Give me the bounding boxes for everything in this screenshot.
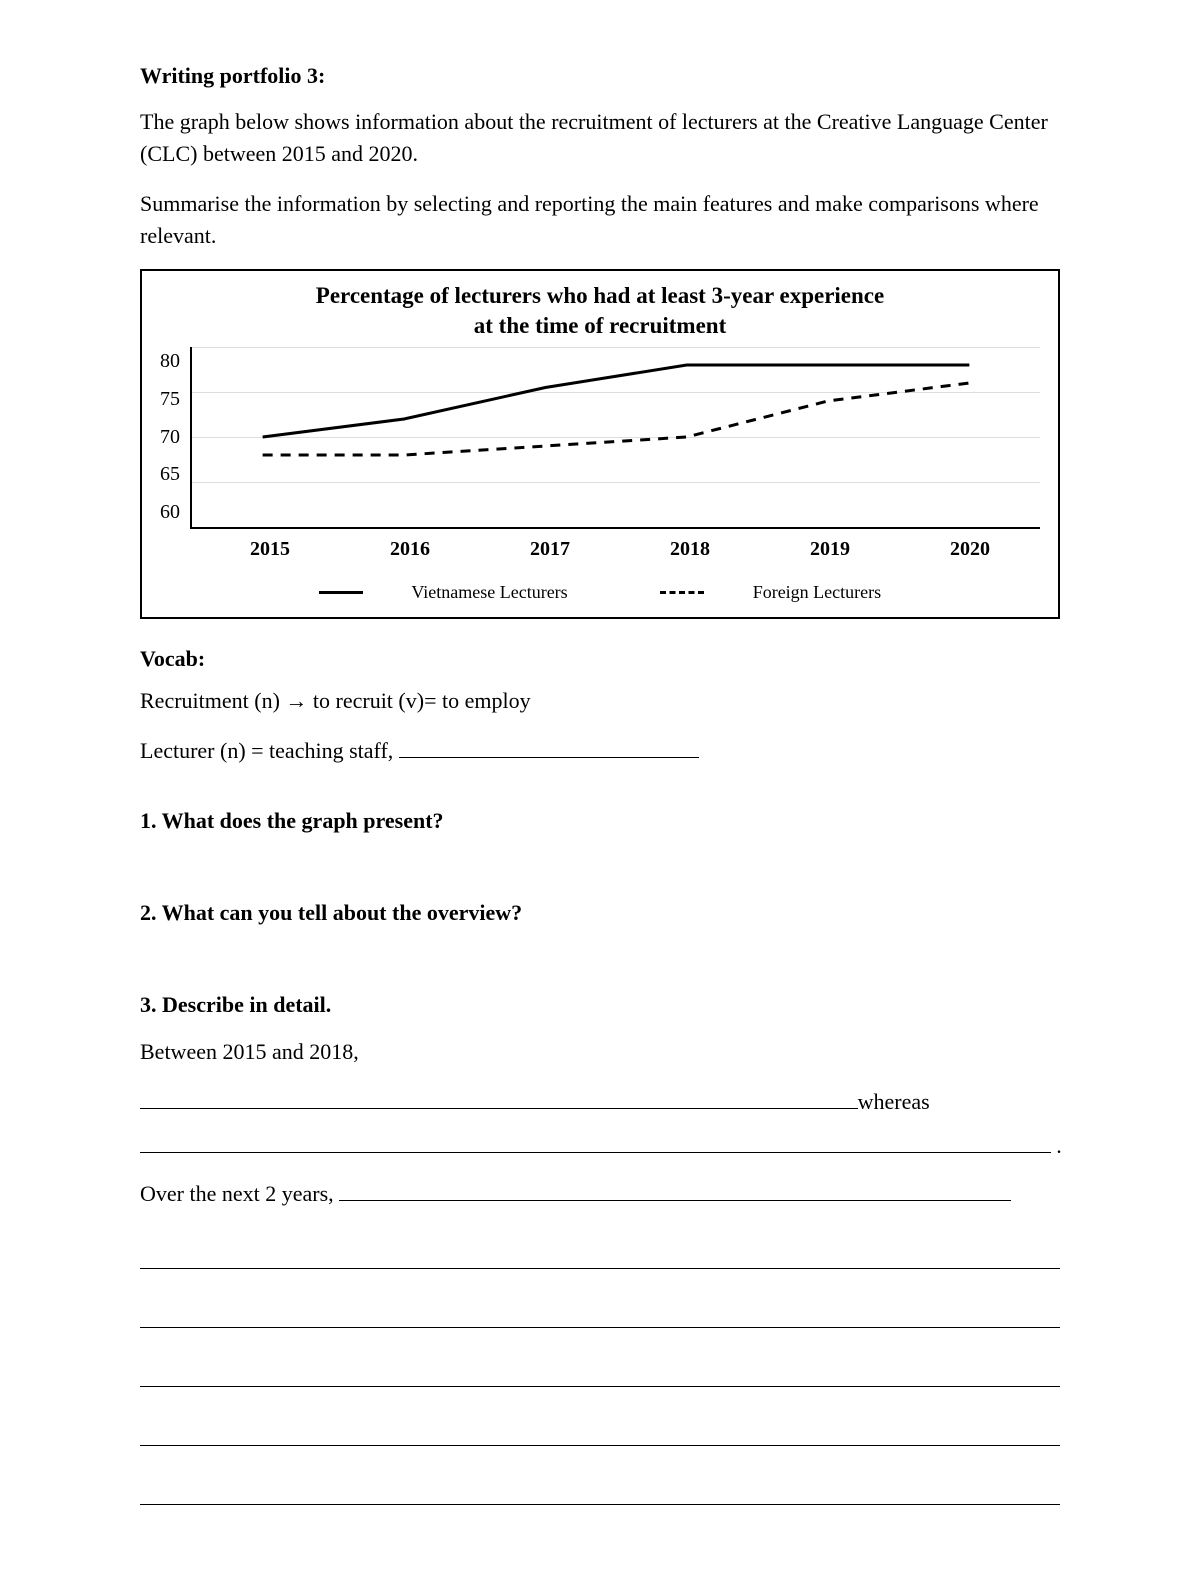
- legend-label-2: Foreign Lecturers: [753, 579, 881, 605]
- x-tick-label: 2015: [200, 535, 340, 564]
- legend-label-1: Vietnamese Lecturers: [411, 579, 567, 605]
- detail-lead-2-row: Over the next 2 years,: [140, 1178, 1060, 1210]
- detail-lead-2: Over the next 2 years,: [140, 1181, 339, 1206]
- y-tick-label: 75: [160, 385, 180, 414]
- vocab-line-2: Lecturer (n) = teaching staff,: [140, 735, 1060, 767]
- vocab-heading: Vocab:: [140, 643, 1060, 675]
- chart-legend: Vietnamese Lecturers Foreign Lecturers: [160, 564, 1040, 613]
- legend-dashed-line-icon: [660, 591, 704, 594]
- question-3: 3. Describe in detail.: [140, 989, 1060, 1021]
- legend-item-dashed: Foreign Lecturers: [638, 577, 903, 605]
- x-tick-label: 2017: [480, 535, 620, 564]
- blank-line-5[interactable]: [140, 1295, 1060, 1328]
- chart-title: Percentage of lecturers who had at least…: [160, 281, 1040, 341]
- blank-line-8[interactable]: [140, 1472, 1060, 1505]
- detail-tail-whereas: whereas: [858, 1089, 930, 1114]
- worksheet-page: Writing portfolio 3: The graph below sho…: [0, 0, 1200, 1585]
- x-tick-label: 2016: [340, 535, 480, 564]
- chart-plot: [190, 347, 1040, 529]
- blank-line-6[interactable]: [140, 1354, 1060, 1387]
- vocab-line-2-prefix: Lecturer (n) = teaching staff,: [140, 738, 399, 763]
- x-tick-label: 2019: [760, 535, 900, 564]
- question-2: 2. What can you tell about the overview?: [140, 897, 1060, 929]
- page-title: Writing portfolio 3:: [140, 60, 1060, 92]
- legend-item-solid: Vietnamese Lecturers: [297, 577, 590, 605]
- chart-title-line-2: at the time of recruitment: [474, 313, 726, 338]
- blank-line-1[interactable]: [140, 1108, 858, 1109]
- blank-line-4[interactable]: [140, 1236, 1060, 1269]
- vocab-line-1: Recruitment (n) → to recruit (v)= to emp…: [140, 685, 1060, 717]
- series-line-solid: [263, 365, 970, 437]
- x-axis-labels: 201520162017201820192020: [200, 529, 1040, 564]
- intro-paragraph-1: The graph below shows information about …: [140, 106, 1060, 170]
- blank-line-3[interactable]: [339, 1200, 1011, 1201]
- chart-container: Percentage of lecturers who had at least…: [140, 269, 1060, 619]
- plot-area: 80 75 70 65 60: [160, 347, 1040, 529]
- x-tick-label: 2020: [900, 535, 1040, 564]
- y-tick-label: 70: [160, 423, 180, 452]
- detail-lead-1: Between 2015 and 2018,: [140, 1036, 1060, 1068]
- y-axis-labels: 80 75 70 65 60: [160, 347, 190, 527]
- intro-paragraph-2: Summarise the information by selecting a…: [140, 188, 1060, 252]
- legend-solid-line-icon: [319, 591, 363, 594]
- x-tick-label: 2018: [620, 535, 760, 564]
- chart-svg: [192, 347, 1040, 527]
- question-1: 1. What does the graph present?: [140, 805, 1060, 837]
- blank-line-7[interactable]: [140, 1413, 1060, 1446]
- y-tick-label: 60: [160, 498, 180, 527]
- y-tick-label: 80: [160, 347, 180, 376]
- detail-fill-row-2: .: [140, 1130, 1060, 1162]
- vocab-blank-input[interactable]: [399, 757, 699, 758]
- detail-fill-row-1: whereas: [140, 1086, 1060, 1118]
- blank-line-2[interactable]: [140, 1152, 1051, 1153]
- y-tick-label: 65: [160, 460, 180, 489]
- series-line-dashed: [263, 383, 970, 455]
- chart-title-line-1: Percentage of lecturers who had at least…: [316, 283, 884, 308]
